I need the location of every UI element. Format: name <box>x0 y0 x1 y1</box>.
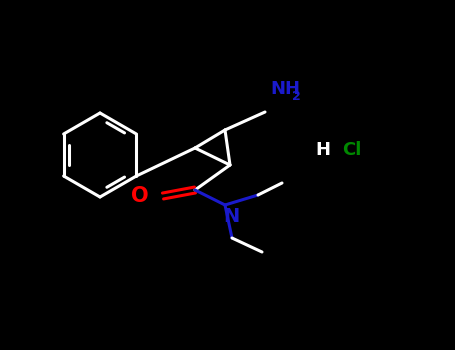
Text: N: N <box>223 207 239 226</box>
Text: NH: NH <box>270 80 300 98</box>
Text: 2: 2 <box>292 90 301 103</box>
Text: Cl: Cl <box>342 141 361 159</box>
Text: O: O <box>131 186 149 206</box>
Text: H: H <box>315 141 330 159</box>
